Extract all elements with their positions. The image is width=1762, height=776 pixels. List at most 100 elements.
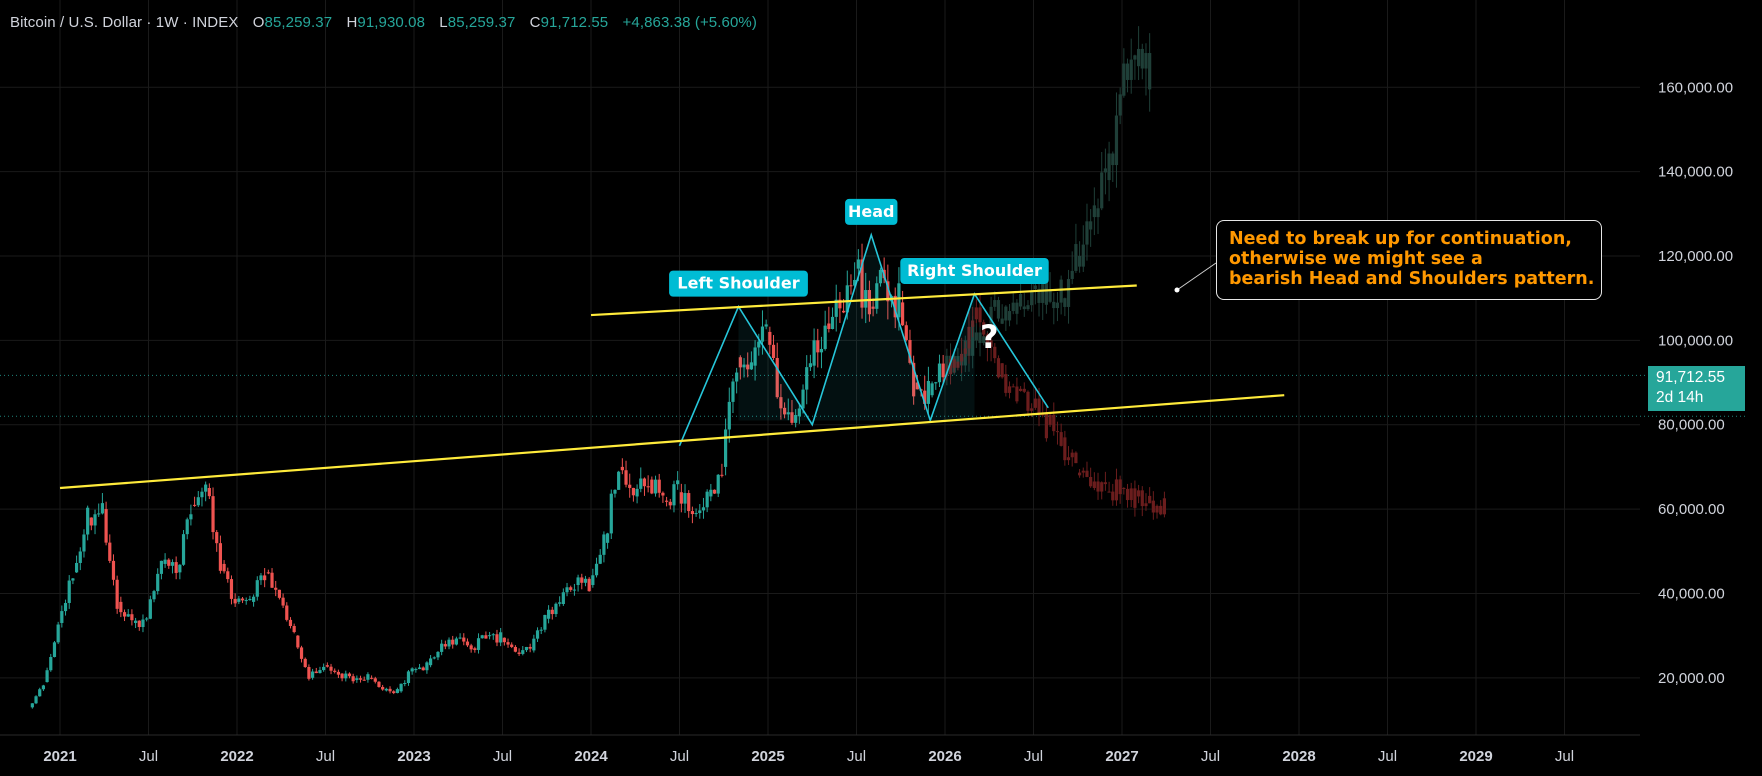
candle <box>738 357 742 368</box>
projection-candle-bull <box>1055 302 1060 309</box>
projection-candle-bull <box>971 324 975 356</box>
candle <box>292 625 296 633</box>
projection-candle-bull <box>1111 153 1115 166</box>
candle <box>344 673 348 679</box>
high-value: 91,930.08 <box>357 14 426 31</box>
candle <box>941 363 945 378</box>
projection-candle-bull <box>993 300 997 307</box>
projection-candle-bull <box>996 300 1001 319</box>
candle <box>454 638 459 645</box>
candle <box>646 486 650 488</box>
candle <box>757 341 761 348</box>
projection-candle-bear <box>978 307 982 323</box>
candle <box>285 605 289 620</box>
candle <box>801 389 805 409</box>
candle <box>576 577 580 586</box>
pattern-fill <box>738 234 975 425</box>
candle <box>653 479 658 494</box>
candle <box>244 600 248 602</box>
projection-candle-bear <box>1066 457 1071 461</box>
candle <box>532 638 536 651</box>
projection-candle-bear <box>974 307 978 320</box>
candle <box>122 612 127 617</box>
open-label: O <box>252 14 265 31</box>
candle <box>705 491 709 508</box>
candle <box>853 279 857 286</box>
candle <box>561 592 565 604</box>
candle <box>189 514 193 520</box>
y-tick-label: 40,000.00 <box>1658 585 1725 602</box>
candle <box>299 647 304 659</box>
candle <box>126 614 130 617</box>
projection-candle-bear <box>989 340 993 347</box>
projection-candle-bear <box>952 359 956 368</box>
projection-candle-bull <box>1122 63 1126 96</box>
x-tick-label: 2027 <box>1105 748 1138 765</box>
candle <box>119 601 123 613</box>
candle <box>325 665 329 667</box>
projection-candle-bear <box>1129 488 1133 501</box>
candle <box>535 630 540 639</box>
projection-candle-bear <box>1055 431 1060 433</box>
candle <box>30 703 34 708</box>
candle <box>233 598 237 604</box>
projection-candle-bull <box>1070 270 1074 279</box>
candle <box>137 620 141 628</box>
projection-candle-bear <box>1022 388 1026 392</box>
candle <box>701 507 706 511</box>
projection-candle-bull <box>1022 306 1026 310</box>
candle <box>760 326 765 342</box>
candle <box>871 306 875 309</box>
candle <box>167 559 171 566</box>
candle <box>528 646 532 649</box>
candle <box>841 310 846 313</box>
candle <box>296 635 300 648</box>
projection-candle-bear <box>1063 437 1067 461</box>
candle-countdown: 2d 14h <box>1656 389 1704 406</box>
candle <box>628 484 632 488</box>
close-label: C <box>529 14 541 31</box>
x-tick-label: Jul <box>1024 748 1043 765</box>
x-tick-label: 2023 <box>397 748 430 765</box>
candle <box>288 619 293 626</box>
candle <box>513 646 518 652</box>
candle <box>624 470 628 485</box>
candle <box>543 614 547 630</box>
candle <box>399 683 403 692</box>
candle <box>698 510 702 514</box>
projection-candle-bear <box>1125 488 1130 501</box>
x-tick-label: Jul <box>493 748 512 765</box>
candle <box>38 689 42 697</box>
candle <box>148 599 152 619</box>
projection-candle-bull <box>1136 48 1141 67</box>
projection-candle-bear <box>1004 374 1008 393</box>
projection-candle-bear <box>1085 470 1089 477</box>
annotation-note[interactable]: Need to break up for continuation, other… <box>1216 220 1602 300</box>
candle <box>550 609 554 615</box>
candle <box>746 364 750 370</box>
candle <box>200 491 204 498</box>
projection-candle-bear <box>1140 490 1144 507</box>
candle <box>82 534 86 552</box>
candle <box>111 560 116 580</box>
candle <box>794 415 798 423</box>
candle <box>152 591 156 600</box>
candle <box>347 673 352 677</box>
neckline-trendline <box>590 284 1137 317</box>
candle <box>583 578 588 583</box>
projection-candle-bull <box>1081 244 1085 267</box>
annotation-line: otherwise we might see a <box>1229 249 1483 269</box>
projection-candle-bull <box>1140 48 1144 69</box>
candle <box>849 285 853 287</box>
candle <box>591 575 595 586</box>
pattern-label-bg <box>900 257 1049 284</box>
candle <box>819 348 824 353</box>
projection-candle-bull <box>978 332 982 343</box>
candle <box>690 511 695 515</box>
candle <box>133 620 138 623</box>
current-price-tag: 91,712.55 2d 14h <box>1648 366 1745 411</box>
candle <box>145 618 149 620</box>
candle <box>808 363 813 368</box>
